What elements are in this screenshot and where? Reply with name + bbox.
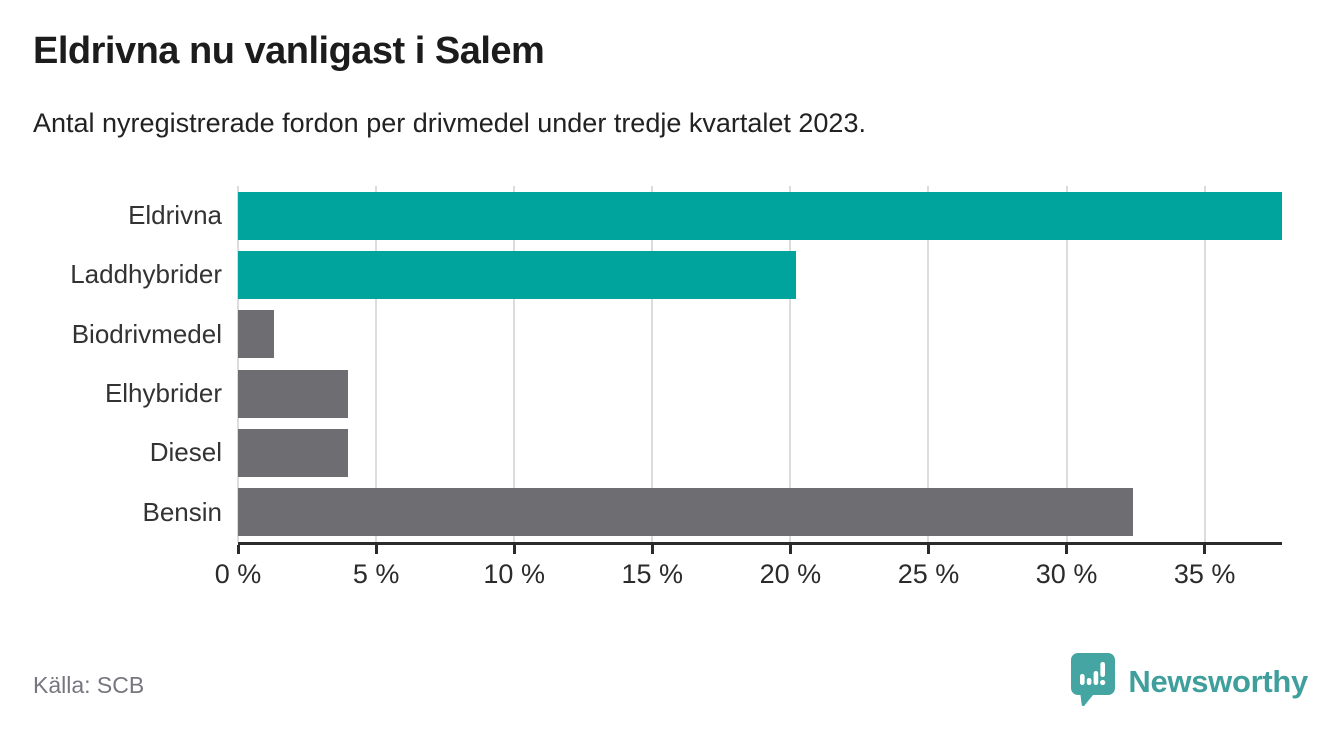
category-labels: Eldrivna Laddhybrider Biodrivmedel Elhybrid… <box>0 186 222 542</box>
x-tick-label: 30 % <box>1035 559 1098 589</box>
bar-row <box>238 305 1282 364</box>
x-tick-label: 10 % <box>483 559 545 589</box>
x-tick-label: 20 % <box>759 559 822 589</box>
gridline <box>789 186 792 542</box>
x-tick <box>236 545 240 554</box>
bar-laddhybrider <box>238 250 796 299</box>
bar-diesel <box>238 428 349 477</box>
x-tick <box>650 545 654 554</box>
category-label: Bensin <box>142 496 223 527</box>
x-tick <box>788 545 792 554</box>
gridline <box>927 186 930 542</box>
chart-subtitle: Antal nyregistrerade fordon per drivmede… <box>33 108 866 138</box>
x-tick-label: 35 % <box>1173 559 1236 589</box>
plot-area <box>237 186 1282 542</box>
page-title: Eldrivna nu vanligast i Salem <box>33 30 545 72</box>
x-tick-label: 15 % <box>621 559 684 589</box>
category-label: Elhybrider <box>104 378 222 409</box>
gridline <box>1203 186 1206 542</box>
bar-row <box>238 364 1282 423</box>
x-tick-label: 5 % <box>352 559 400 589</box>
x-tick-label: 25 % <box>897 559 960 589</box>
bar-rows <box>238 186 1282 542</box>
gridline <box>1065 186 1068 542</box>
source-note: Källa: SCB <box>33 672 145 698</box>
x-tick <box>926 545 930 554</box>
gridline <box>513 186 516 542</box>
bar-biodrivmedel <box>238 310 274 359</box>
bar-row <box>238 423 1282 482</box>
category-label: Biodrivmedel <box>71 318 222 349</box>
x-axis: 0 % 5 % 10 % 15 % 20 % 25 % 30 % 35 % <box>215 542 1282 592</box>
bar-bensin <box>238 488 1133 537</box>
bar-row <box>238 245 1282 304</box>
gridline <box>237 186 239 542</box>
category-label: Eldrivna <box>128 200 222 231</box>
x-tick <box>1065 545 1069 554</box>
gridline <box>375 186 378 542</box>
x-tick <box>1203 545 1207 554</box>
brand-logo: Newsworthy <box>1070 652 1308 711</box>
brand-name: Newsworthy <box>1128 663 1308 699</box>
x-tick <box>374 545 378 554</box>
x-tick <box>512 545 516 554</box>
category-label: Laddhybrider <box>70 259 222 290</box>
x-tick-label: 0 % <box>214 559 262 589</box>
bar-eldrivna <box>238 191 1282 240</box>
newsworthy-logo-icon <box>1070 652 1116 711</box>
category-label: Diesel <box>149 437 222 468</box>
gridline <box>651 186 654 542</box>
bar-elhybrider <box>238 369 349 418</box>
bar-row <box>238 186 1282 245</box>
bar-row <box>238 483 1282 542</box>
